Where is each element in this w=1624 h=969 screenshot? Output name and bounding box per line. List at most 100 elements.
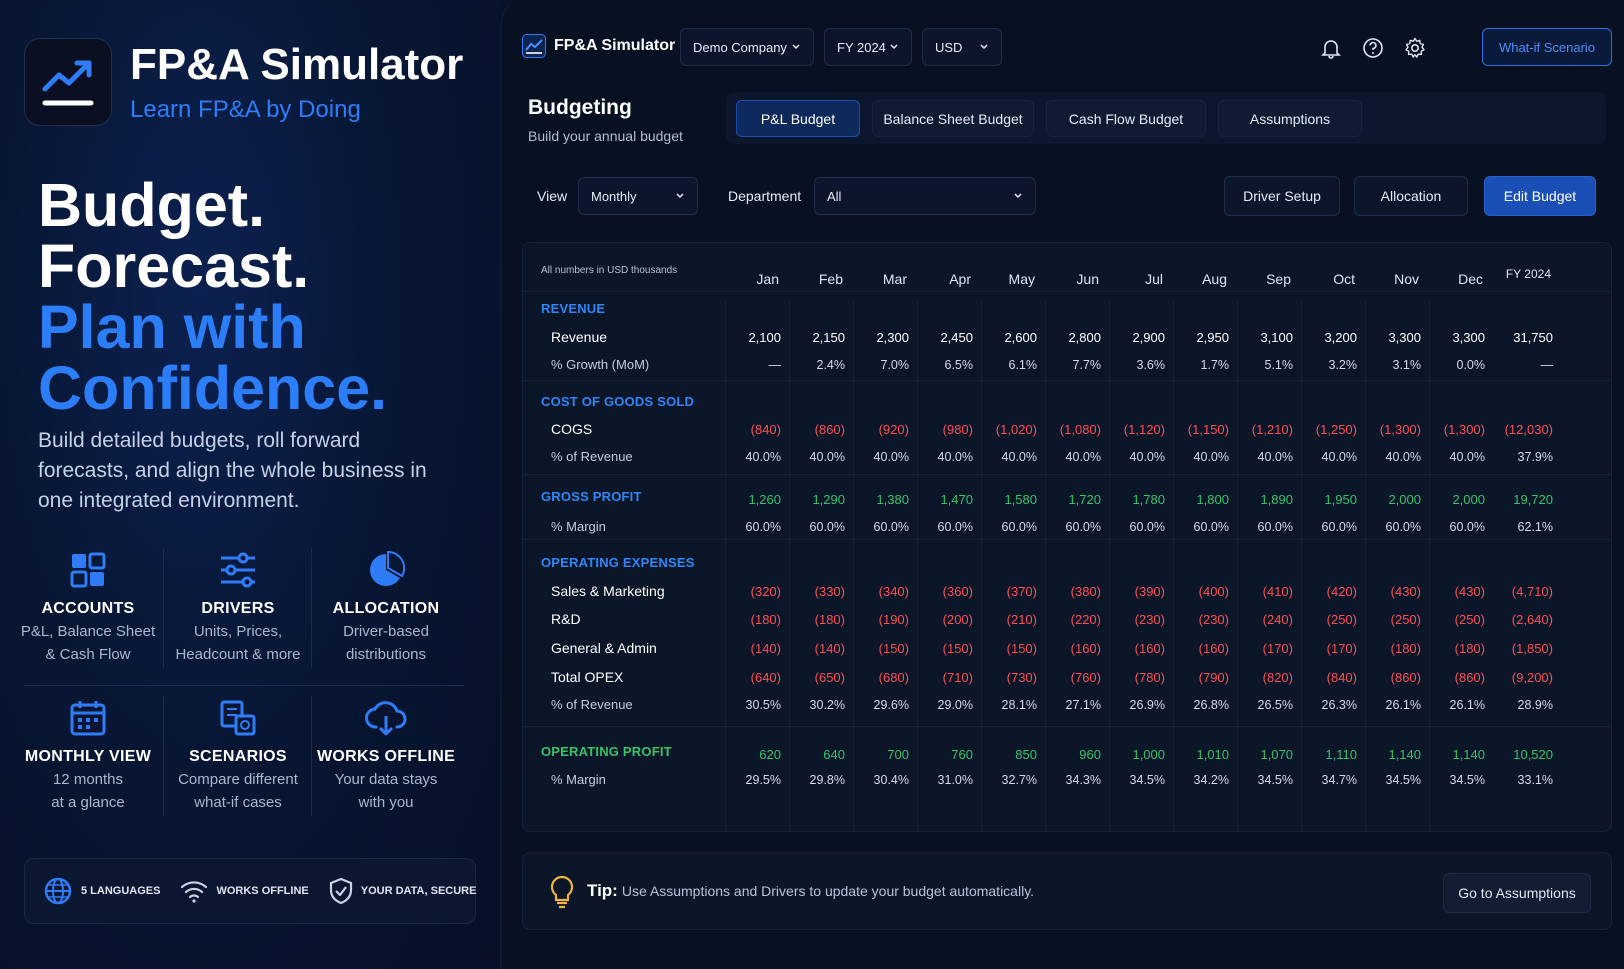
feature-title: MONTHLY VIEW: [24, 748, 152, 765]
help-icon[interactable]: [1362, 37, 1384, 59]
table-cell: 60.0%: [745, 520, 781, 534]
view-select[interactable]: Monthly: [578, 177, 698, 215]
company-select[interactable]: Demo Company: [680, 28, 814, 66]
department-select[interactable]: All: [814, 177, 1036, 215]
feature-desc: Units, Prices,: [193, 623, 283, 640]
table-cell: 40.0%: [809, 450, 845, 464]
driver-setup-button[interactable]: Driver Setup: [1224, 176, 1340, 216]
table-cell: 2,100: [748, 330, 781, 345]
row-label: Sales & Marketing: [551, 583, 665, 599]
table-cell: (730): [1006, 670, 1037, 685]
table-cell: (4,710): [1511, 584, 1553, 599]
table-cell: 40.0%: [937, 450, 973, 464]
table-cell: 60.0%: [1257, 520, 1293, 534]
month-header: Feb: [818, 271, 843, 287]
table-cell: 1,260: [748, 492, 781, 507]
table-cell: 40.0%: [745, 450, 781, 464]
tab-pl-budget[interactable]: P&L Budget: [736, 100, 860, 137]
table-cell: 33.1%: [1517, 773, 1553, 787]
cloud-download-icon: [312, 696, 460, 740]
feature-desc: distributions: [345, 646, 427, 663]
feature-desc: at a glance: [51, 794, 125, 811]
row-label: % Margin: [551, 519, 606, 534]
table-cell: 60.0%: [1129, 520, 1165, 534]
edit-budget-button[interactable]: Edit Budget: [1484, 176, 1596, 216]
what-if-scenario-button[interactable]: What-if Scenario: [1482, 28, 1612, 66]
row-label: % Growth (MoM): [551, 357, 650, 372]
grid-icon: [14, 548, 162, 592]
badge-label: YOUR DATA, SECURE: [360, 885, 477, 897]
gear-icon[interactable]: [1404, 37, 1426, 59]
table-cell: (160): [1134, 641, 1165, 656]
table-cell: 62.1%: [1517, 520, 1553, 534]
tab-cash-flow-budget[interactable]: Cash Flow Budget: [1046, 100, 1206, 137]
table-cell: 1,070: [1260, 747, 1293, 762]
table-cell: (340): [878, 584, 909, 599]
table-cell: (1,850): [1511, 641, 1553, 656]
badge-label: WORKS OFFLINE: [216, 885, 309, 897]
tab-balance-sheet-budget[interactable]: Balance Sheet Budget: [872, 100, 1034, 137]
table-cell: 1,890: [1260, 492, 1293, 507]
tip-message: Use Assumptions and Drivers to update yo…: [621, 883, 1035, 899]
section-divider: [523, 380, 1611, 381]
table-cell: 1,380: [876, 492, 909, 507]
globe-icon: [44, 877, 72, 905]
badge-offline: WORKS OFFLINE: [180, 879, 309, 903]
table-cell: 40.0%: [1449, 450, 1485, 464]
table-cell: 2,450: [940, 330, 973, 345]
view-select-value: Monthly: [591, 188, 637, 204]
month-header: Jun: [1076, 271, 1099, 287]
section-divider: [523, 539, 1611, 540]
feature-desc: with you: [358, 794, 414, 811]
page-title: Budgeting: [528, 96, 632, 119]
table-cell: 29.6%: [873, 698, 909, 712]
table-cell: (180): [1390, 641, 1421, 656]
tip-banner: Tip: Use Assumptions and Drivers to updat…: [522, 852, 1612, 930]
table-cell: (1,080): [1059, 422, 1101, 437]
table-cell: (840): [750, 422, 781, 437]
page-subtitle: Build your annual budget: [528, 128, 683, 144]
total-header: FY 2024: [1505, 267, 1551, 281]
currency-select[interactable]: USD: [922, 28, 1002, 66]
table-cell: 40.0%: [1257, 450, 1293, 464]
column-divider: [981, 299, 982, 831]
chevron-down-icon: [1014, 193, 1022, 199]
table-cell: (680): [878, 670, 909, 685]
section-title: COST OF GOODS SOLD: [541, 394, 695, 409]
table-cell: 26.5%: [1257, 698, 1293, 712]
hero-line-3: Plan with: [38, 293, 306, 361]
tab-assumptions[interactable]: Assumptions: [1218, 100, 1362, 137]
section-divider: [523, 726, 1611, 727]
table-cell: 1,470: [940, 492, 973, 507]
table-cell: (920): [878, 422, 909, 437]
table-cell: (200): [942, 612, 973, 627]
go-to-assumptions-button[interactable]: Go to Assumptions: [1443, 873, 1591, 913]
table-cell: 1,010: [1196, 747, 1229, 762]
table-cell: 1,780: [1132, 492, 1165, 507]
units-note: All numbers in USD thousands: [541, 265, 678, 276]
table-cell: 2,600: [1004, 330, 1037, 345]
scenarios-icon: [164, 696, 312, 740]
table-cell: (1,210): [1251, 422, 1293, 437]
badge-secure: YOUR DATA, SECURE: [329, 877, 477, 905]
table-cell: (1,300): [1443, 422, 1485, 437]
table-cell: 1,000: [1132, 747, 1165, 762]
table-cell: 2,000: [1452, 492, 1485, 507]
department-label: Department: [728, 188, 802, 204]
fiscal-year-select[interactable]: FY 2024: [824, 28, 912, 66]
table-cell: (840): [1326, 670, 1357, 685]
feature-works-offline: WORKS OFFLINE Your data stays with you: [312, 696, 460, 814]
table-cell: (390): [1134, 584, 1165, 599]
department-select-value: All: [827, 188, 842, 204]
month-header: May: [1008, 271, 1035, 287]
tip-text: Tip: Use Assumptions and Drivers to updat…: [587, 881, 1034, 901]
table-cell: 7.0%: [880, 358, 910, 372]
table-cell: 60.0%: [1065, 520, 1101, 534]
bell-icon[interactable]: [1320, 37, 1342, 59]
divider: [311, 696, 312, 816]
table-cell: 6.1%: [1008, 358, 1038, 372]
allocation-button[interactable]: Allocation: [1354, 176, 1468, 216]
app-window: FP&A Simulator Demo Company FY 2024 USD …: [500, 0, 1624, 969]
table-cell: 31,750: [1513, 330, 1553, 345]
chevron-down-icon: [980, 44, 988, 50]
